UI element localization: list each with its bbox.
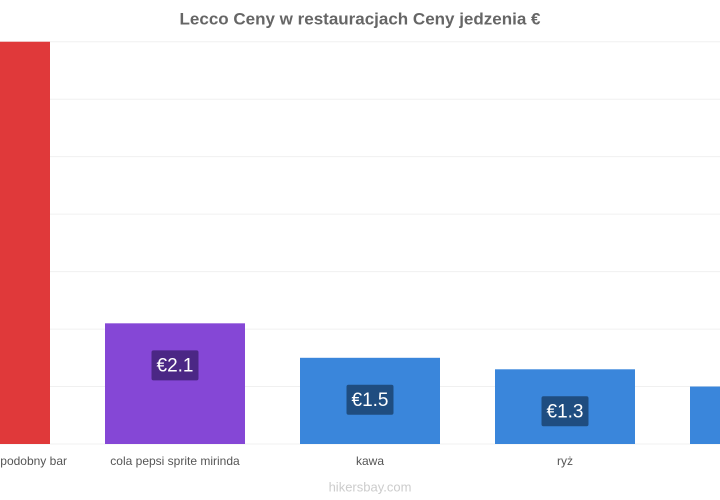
bar xyxy=(0,41,50,444)
source: hikersbay.com xyxy=(329,479,412,494)
bar xyxy=(105,323,245,444)
x-tick-label: podobny bar xyxy=(0,454,67,468)
x-tick-label: kawa xyxy=(356,454,384,468)
value-label: €1.3 xyxy=(547,401,584,422)
x-tick-label: cola pepsi sprite mirinda xyxy=(110,454,240,468)
value-label-box xyxy=(346,384,394,415)
chart-title: Lecco Ceny w restauracjach Ceny jedzenia… xyxy=(180,9,541,28)
value-label: €2.1 xyxy=(157,355,194,376)
value-label: €1.5 xyxy=(352,390,389,411)
value-label-box xyxy=(541,396,589,427)
value-label-box xyxy=(151,350,199,381)
x-tick-label: ryż xyxy=(557,454,573,468)
bar xyxy=(690,386,720,444)
